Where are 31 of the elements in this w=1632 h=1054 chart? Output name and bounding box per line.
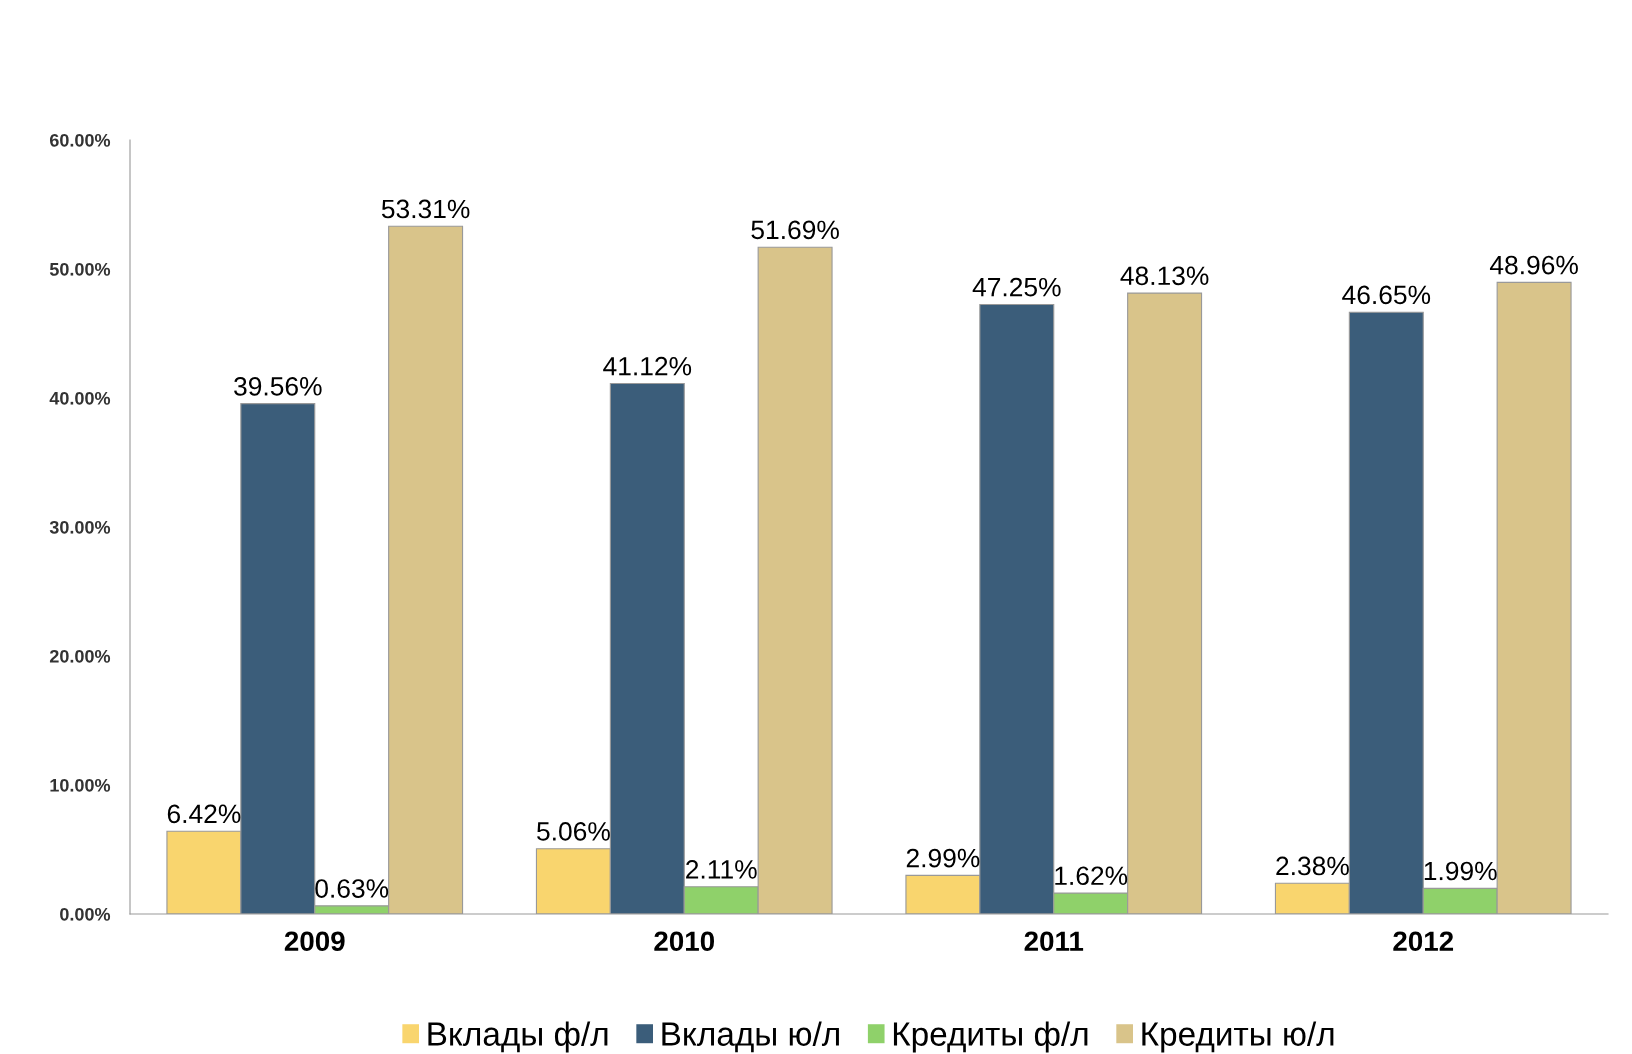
y-tick-label: 10.00% bbox=[50, 778, 111, 792]
y-tick-label: 50.00% bbox=[49, 262, 111, 276]
legend-label: Вклады ф/л bbox=[428, 1021, 608, 1053]
x-tick-label: 2011 bbox=[1024, 931, 1084, 952]
data-label: 47.25% bbox=[972, 277, 1061, 297]
data-label: 48.96% bbox=[1489, 255, 1578, 275]
data-label: 6.42% bbox=[167, 804, 241, 824]
data-label: 2.99% bbox=[906, 848, 980, 868]
data-label: 41.12% bbox=[603, 356, 692, 376]
data-label: 39.56% bbox=[234, 377, 322, 396]
x-tick-label: 2012 bbox=[1393, 931, 1454, 952]
data-label: 2.11% bbox=[686, 860, 757, 879]
y-tick-label: 0.00% bbox=[60, 907, 111, 921]
y-tick-label: 60.00% bbox=[49, 133, 111, 147]
x-tick-label: 2009 bbox=[284, 931, 345, 952]
legend-label: Кредиты ф/л bbox=[893, 1021, 1088, 1053]
data-label: 2.38% bbox=[1276, 856, 1349, 876]
data-label: 48.13% bbox=[1120, 266, 1209, 286]
data-label: 51.69% bbox=[751, 220, 839, 240]
data-label: 5.06% bbox=[537, 822, 610, 841]
y-tick-label: 40.00% bbox=[49, 391, 111, 405]
y-tick-label: 20.00% bbox=[49, 649, 111, 663]
data-label: 1.62% bbox=[1055, 866, 1128, 886]
legend-label: Вклады ю/л bbox=[662, 1021, 839, 1053]
data-label: 53.31% bbox=[381, 199, 470, 219]
y-tick-label: 30.00% bbox=[49, 520, 111, 534]
data-label: 1.99% bbox=[1424, 861, 1497, 881]
x-tick-label: 2010 bbox=[654, 931, 715, 952]
legend-label: Кредиты ю/л bbox=[1142, 1021, 1334, 1053]
data-label: 0.63% bbox=[315, 879, 389, 898]
data-label: 46.65% bbox=[1342, 285, 1431, 305]
